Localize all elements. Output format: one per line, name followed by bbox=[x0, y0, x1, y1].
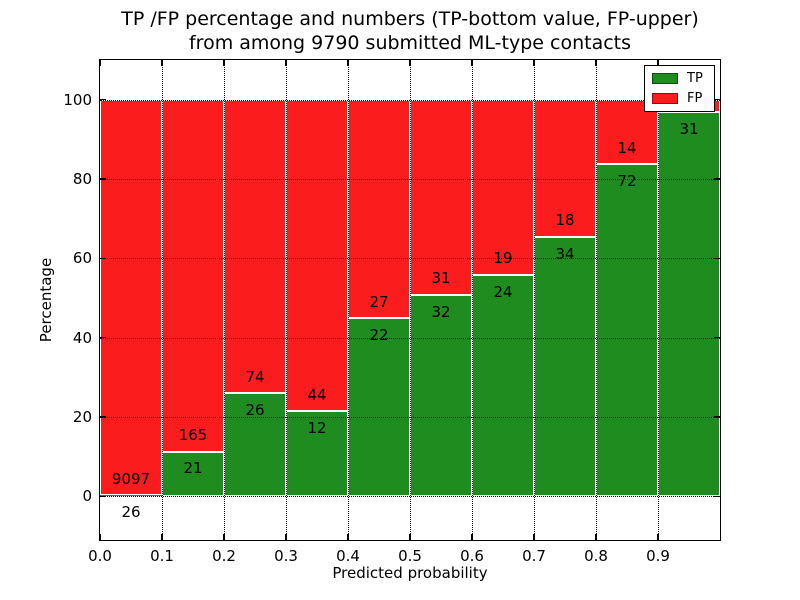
x-tick-bottom bbox=[161, 534, 163, 540]
x-tick-bottom bbox=[409, 534, 411, 540]
bar-segment-tp-7 bbox=[534, 237, 596, 497]
bar-labels-layer: 26 9097 21 165 26 74 12 44 22 27 32 31 24 19 34 18 72 14 3… bbox=[100, 60, 720, 540]
bar-count-fp-0: 9097 bbox=[111, 469, 151, 488]
y-tick-label-100: 100 bbox=[63, 90, 92, 109]
x-tick-label-0.6: 0.6 bbox=[460, 547, 484, 565]
legend-item-tp: TP bbox=[652, 72, 707, 85]
bar-count-fp-2: 74 bbox=[245, 367, 265, 386]
x-tick-top bbox=[161, 60, 163, 66]
y-tick-label-0: 0 bbox=[82, 487, 92, 506]
x-tick-top bbox=[99, 60, 101, 66]
y-tick-right bbox=[714, 257, 720, 259]
bar-segment-fp-6 bbox=[472, 99, 534, 275]
x-tick-label-0.2: 0.2 bbox=[212, 547, 236, 565]
x-tick-top bbox=[347, 60, 349, 66]
x-tick-top bbox=[657, 60, 659, 66]
bar-count-tp-0: 26 bbox=[121, 502, 141, 521]
x-tick-bottom bbox=[595, 534, 597, 540]
y-tick-label-60: 60 bbox=[72, 249, 92, 268]
bar-count-tp-8: 72 bbox=[617, 171, 637, 190]
legend-label-tp: TP bbox=[687, 71, 703, 86]
bar-segment-fp-4 bbox=[348, 99, 410, 319]
bar-segment-tp-0 bbox=[100, 495, 162, 497]
bar-count-tp-3: 12 bbox=[307, 419, 327, 437]
x-tick-bottom bbox=[99, 534, 101, 540]
x-tick-top bbox=[595, 60, 597, 66]
y-tick-label-80: 80 bbox=[72, 170, 92, 188]
x-tick-label-0.1: 0.1 bbox=[150, 547, 174, 565]
x-tick-top bbox=[533, 60, 535, 66]
legend: TP FP bbox=[644, 65, 715, 112]
x-tick-label-0.5: 0.5 bbox=[398, 547, 422, 565]
bar-count-tp-4: 22 bbox=[369, 325, 389, 344]
bar-count-tp-1: 21 bbox=[183, 459, 203, 478]
x-tick-top bbox=[471, 60, 473, 66]
chart-title-line2: from among 9790 submitted ML-type contac… bbox=[188, 31, 632, 54]
fp-swatch-icon bbox=[652, 93, 678, 104]
x-tick-bottom bbox=[347, 534, 349, 540]
tp-swatch-icon bbox=[652, 73, 678, 84]
bar-count-tp-5: 32 bbox=[431, 302, 451, 321]
chart-title: TP /FP percentage and numbers (TP-bottom… bbox=[121, 8, 699, 56]
legend-label-fp: FP bbox=[687, 91, 703, 106]
bar-count-fp-6: 19 bbox=[493, 249, 513, 268]
y-tick-left bbox=[100, 257, 106, 259]
bar-segment-fp-1 bbox=[162, 99, 224, 452]
bar-segment-tp-1 bbox=[162, 451, 224, 497]
bar-count-tp-7: 34 bbox=[555, 244, 575, 263]
bar-count-fp-5: 31 bbox=[431, 269, 451, 288]
x-tick-bottom bbox=[285, 534, 287, 540]
x-tick-bottom bbox=[657, 534, 659, 540]
legend-item-fp: FP bbox=[652, 92, 707, 105]
plot-area: 26 9097 21 165 26 74 12 44 22 27 32 31 24 19 34 18 72 14 3… bbox=[63, 59, 721, 565]
x-tick-bottom bbox=[223, 534, 225, 540]
bar-count-fp-8: 14 bbox=[617, 138, 637, 157]
x-tick-bottom bbox=[471, 534, 473, 540]
bar-count-fp-4: 27 bbox=[369, 292, 389, 311]
bar-segment-tp-9 bbox=[658, 112, 720, 497]
bar-count-tp-6: 24 bbox=[493, 282, 513, 301]
x-tick-label-0.7: 0.7 bbox=[522, 547, 546, 565]
bar-count-fp-7: 18 bbox=[555, 211, 575, 230]
bars-layer bbox=[100, 60, 720, 540]
bar-count-fp-3: 44 bbox=[307, 385, 327, 404]
x-tick-bottom bbox=[533, 534, 535, 540]
x-tick-top bbox=[223, 60, 225, 66]
y-tick-right bbox=[714, 495, 720, 497]
bar-segment-fp-0 bbox=[100, 99, 162, 496]
bar-count-tp-9: 31 bbox=[679, 119, 699, 138]
x-tick-label-0.0: 0.0 bbox=[88, 547, 112, 565]
y-tick-label-20: 20 bbox=[72, 408, 92, 427]
bar-count-tp-2: 26 bbox=[245, 400, 265, 419]
y-tick-left bbox=[100, 495, 106, 497]
x-axis-label: Predicted probability bbox=[332, 564, 488, 582]
bar-segment-tp-8 bbox=[596, 164, 658, 497]
x-tick-top bbox=[285, 60, 287, 66]
y-tick-label-40: 40 bbox=[72, 328, 92, 347]
x-tick-top bbox=[409, 60, 411, 66]
bar-count-fp-1: 165 bbox=[178, 425, 208, 444]
chart-title-line1: TP /FP percentage and numbers (TP-bottom… bbox=[121, 8, 699, 30]
x-tick-label-0.4: 0.4 bbox=[336, 547, 360, 565]
x-tick-label-0.9: 0.9 bbox=[646, 547, 670, 565]
x-tick-label-0.8: 0.8 bbox=[584, 547, 608, 565]
x-tick-label-0.3: 0.3 bbox=[274, 547, 298, 565]
bar-segment-tp-5 bbox=[410, 294, 472, 497]
